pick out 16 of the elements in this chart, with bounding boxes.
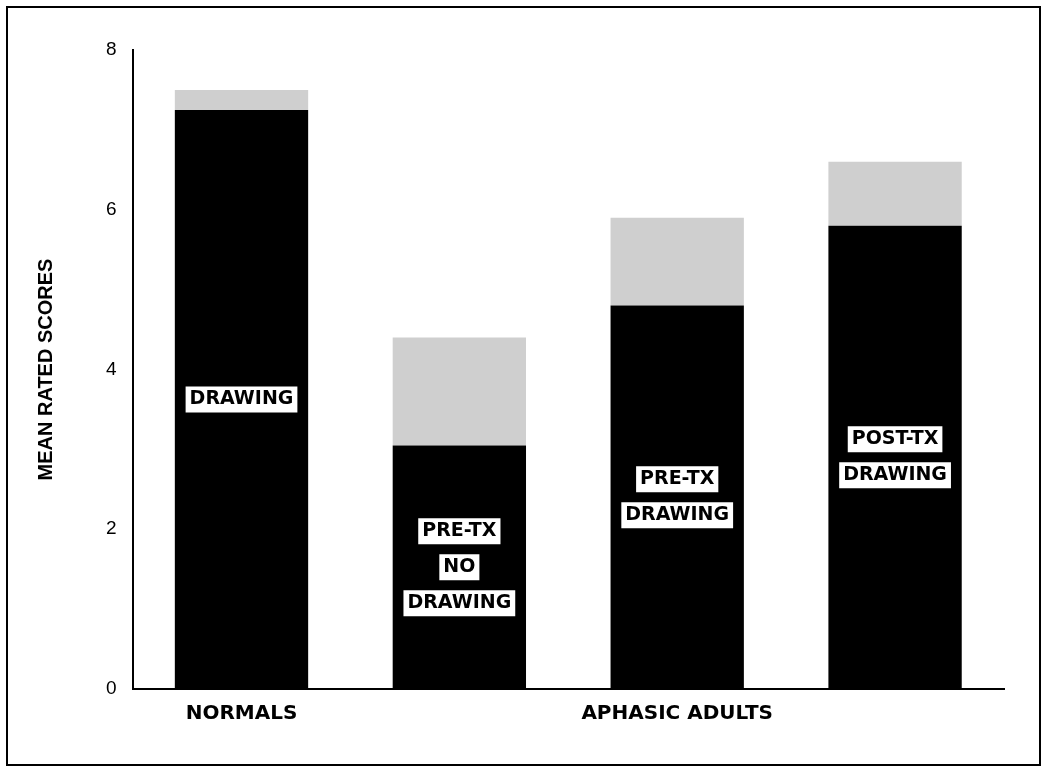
text: NORMALS xyxy=(185,700,298,724)
y-tick-label: 2 xyxy=(105,517,117,539)
y-tick-label: 6 xyxy=(105,197,117,219)
bar xyxy=(392,337,527,446)
y-tick-label: 4 xyxy=(105,357,117,379)
x-tick-label: POST-TX DRAWING xyxy=(843,426,947,485)
text: APHASIC ADULTS xyxy=(581,700,774,724)
bar xyxy=(174,89,309,110)
y-tick-label: 8 xyxy=(105,38,117,60)
x-tick-label: PRE-TX NO DRAWING xyxy=(407,518,512,613)
bar xyxy=(610,217,744,306)
y-axis-title: MEAN RATED SCORES xyxy=(33,258,56,481)
y-tick-label: 0 xyxy=(105,677,117,699)
x-tick-label: DRAWING xyxy=(189,386,294,409)
bar xyxy=(828,161,962,226)
x-tick-label: PRE-TX DRAWING xyxy=(625,466,730,525)
